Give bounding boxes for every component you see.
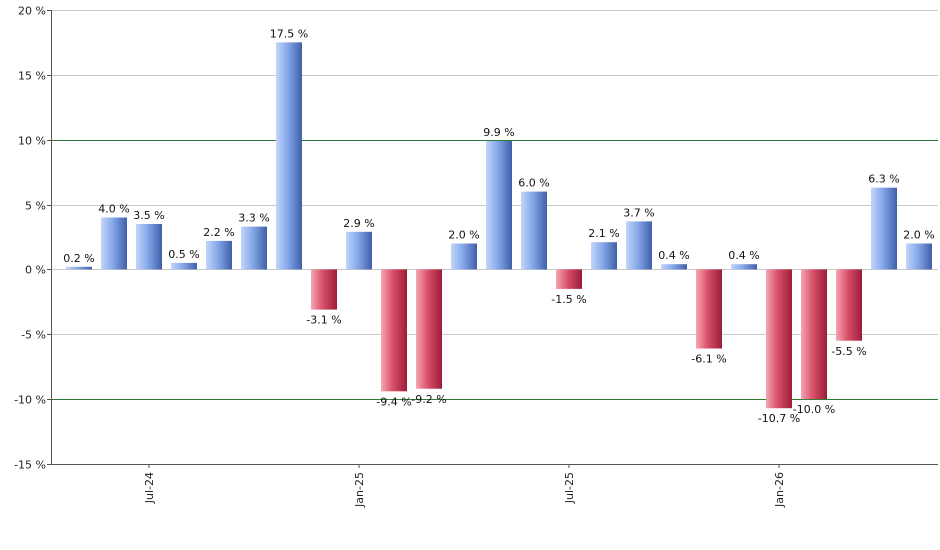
y-tick-label: -15 %: [14, 459, 46, 472]
y-tick-label: 10 %: [18, 135, 46, 148]
data-label: 6.0 %: [518, 177, 549, 190]
bar: [871, 187, 897, 270]
data-label: -1.5 %: [551, 293, 586, 306]
bar: [101, 217, 127, 270]
bar: [311, 269, 337, 310]
bar: [206, 240, 232, 270]
data-label: 2.0 %: [448, 229, 479, 242]
y-tick-label: 20 %: [18, 5, 46, 18]
bar: [626, 221, 652, 270]
data-label: 3.5 %: [133, 209, 164, 222]
bars: [66, 42, 932, 409]
bar: [486, 141, 512, 270]
data-labels: 0.2 % 4.0 % 3.5 % 0.5 % 2.2 % 3.3 % 17.5 % -3.1…: [63, 27, 934, 425]
data-label: 9.9 %: [483, 126, 514, 139]
bar: [766, 269, 792, 409]
data-label: 17.5 %: [270, 27, 308, 40]
bar: [381, 269, 407, 392]
data-label: -3.1 %: [306, 314, 341, 327]
data-label: 3.7 %: [623, 206, 654, 219]
y-tick-label: 5 %: [25, 200, 46, 213]
y-tick-label: 15 %: [18, 70, 46, 83]
data-label: -9.4 %: [376, 395, 411, 408]
y-tick-label: -10 %: [14, 394, 46, 407]
data-label: 0.4 %: [728, 249, 759, 262]
bar: [836, 269, 862, 341]
y-tick-label: -5 %: [21, 329, 46, 342]
data-label: -6.1 %: [691, 353, 726, 366]
bar: [276, 42, 302, 270]
bar: [241, 226, 267, 270]
data-label: 6.3 %: [868, 173, 899, 186]
x-tick-label: Jul-25: [563, 472, 576, 504]
bar: [136, 224, 162, 270]
bar: [661, 264, 687, 270]
data-label: 0.2 %: [63, 252, 94, 265]
bar: [451, 243, 477, 270]
bar: [171, 262, 197, 270]
y-tick-label: 0 %: [25, 264, 46, 277]
data-label: 2.0 %: [903, 229, 934, 242]
data-label: 3.3 %: [238, 212, 269, 225]
data-label: -9.2 %: [411, 393, 446, 406]
bar: [696, 269, 722, 349]
x-tick-label: Jan-26: [773, 472, 786, 508]
data-label: 0.4 %: [658, 249, 689, 262]
data-label: 0.5 %: [168, 248, 199, 261]
bar: [66, 266, 92, 270]
axes: 20 % 15 % 10 % 5 % 0 % -5 % -10 % -15 % Jul-24 Ja…: [14, 5, 938, 508]
gridlines: [51, 10, 938, 400]
data-label: 2.9 %: [343, 217, 374, 230]
data-label: 4.0 %: [98, 203, 129, 216]
data-label: -10.0 %: [793, 403, 835, 416]
data-label: -10.7 %: [758, 412, 800, 425]
x-tick-label: Jul-24: [143, 472, 156, 504]
x-tick-label: Jan-25: [353, 472, 366, 508]
bar: [416, 269, 442, 389]
data-label: -5.5 %: [831, 345, 866, 358]
data-label: 2.2 %: [203, 226, 234, 239]
bar: [346, 231, 372, 270]
bar: [906, 243, 932, 270]
bar: [556, 269, 582, 289]
data-label: 2.1 %: [588, 227, 619, 240]
bar: [591, 242, 617, 270]
bar: [731, 264, 757, 270]
bar: [801, 269, 827, 400]
bar: [521, 191, 547, 270]
